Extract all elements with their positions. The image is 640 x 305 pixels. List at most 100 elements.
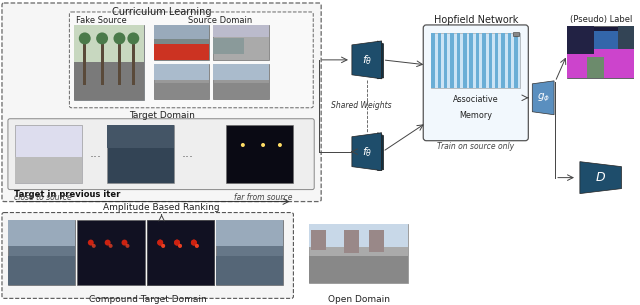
FancyBboxPatch shape [423, 25, 529, 141]
Circle shape [157, 240, 163, 246]
Bar [444, 33, 447, 88]
Bar [469, 33, 473, 88]
Polygon shape [580, 162, 621, 194]
Bar [74, 25, 144, 100]
Circle shape [241, 143, 245, 147]
Circle shape [178, 244, 182, 248]
Circle shape [157, 240, 163, 246]
Bar [567, 49, 634, 78]
Text: Curriculum Learning: Curriculum Learning [112, 7, 211, 17]
Bar [431, 33, 520, 88]
Bar [118, 40, 121, 85]
Bar [438, 33, 441, 88]
Circle shape [96, 32, 108, 45]
Bar [100, 40, 104, 85]
Text: Shared Weights: Shared Weights [332, 101, 392, 110]
FancyBboxPatch shape [8, 119, 314, 190]
Bar [216, 220, 284, 246]
Circle shape [92, 244, 96, 248]
Bar [154, 64, 209, 80]
Text: (Pseudo) Label: (Pseudo) Label [570, 16, 633, 24]
Text: ...: ... [181, 147, 193, 160]
Text: Open Domain: Open Domain [328, 295, 390, 304]
FancyBboxPatch shape [2, 213, 293, 298]
Bar [107, 125, 175, 183]
Text: Source Domain: Source Domain [188, 16, 252, 25]
Bar [77, 220, 145, 285]
Bar [154, 25, 209, 60]
Circle shape [161, 244, 165, 248]
Circle shape [161, 244, 165, 248]
Bar [147, 220, 214, 285]
Text: $D$: $D$ [595, 171, 606, 184]
Circle shape [88, 240, 94, 246]
Bar [74, 25, 144, 62]
Circle shape [105, 240, 111, 246]
Bar [154, 44, 209, 60]
Text: Memory: Memory [460, 111, 492, 120]
Bar [451, 33, 454, 88]
Circle shape [174, 240, 180, 246]
Bar [514, 33, 518, 88]
Circle shape [122, 240, 127, 246]
Bar [8, 256, 76, 285]
Bar [618, 26, 634, 49]
FancyBboxPatch shape [69, 12, 313, 108]
Text: Amplitude Based Ranking: Amplitude Based Ranking [103, 203, 220, 212]
Text: Hopfield Network: Hopfield Network [434, 15, 518, 25]
Circle shape [191, 240, 197, 246]
Bar [147, 220, 214, 285]
Circle shape [127, 32, 140, 45]
Bar [309, 257, 408, 283]
Bar [501, 33, 505, 88]
Circle shape [195, 244, 199, 248]
Bar [107, 125, 175, 148]
Text: $f_\theta$: $f_\theta$ [362, 53, 372, 67]
Circle shape [79, 32, 91, 45]
Bar [213, 25, 269, 37]
Text: Train on source only: Train on source only [437, 142, 515, 151]
Circle shape [261, 143, 265, 147]
Bar [8, 220, 76, 285]
Polygon shape [378, 41, 383, 79]
Bar [154, 83, 209, 99]
Bar [216, 220, 284, 285]
Polygon shape [352, 133, 381, 170]
Bar [309, 224, 408, 247]
Polygon shape [532, 81, 554, 115]
Circle shape [109, 244, 113, 248]
Bar [216, 256, 284, 285]
FancyBboxPatch shape [2, 3, 321, 202]
Bar [83, 40, 86, 85]
Bar [15, 125, 83, 183]
Bar [508, 33, 511, 88]
Bar [213, 64, 269, 80]
Bar [495, 33, 499, 88]
Text: Associative: Associative [453, 95, 499, 104]
Bar [213, 38, 244, 54]
Bar [369, 229, 383, 252]
Text: Fake Source: Fake Source [76, 16, 127, 25]
Bar [488, 33, 492, 88]
Bar [344, 229, 359, 253]
Bar [213, 25, 269, 60]
Circle shape [195, 244, 199, 248]
Bar [15, 156, 83, 183]
Polygon shape [352, 41, 381, 79]
Bar [213, 83, 269, 99]
Bar [567, 26, 634, 78]
Text: close to source: close to source [14, 193, 72, 202]
Circle shape [113, 32, 125, 45]
Bar [309, 224, 408, 283]
Bar [154, 64, 209, 99]
Bar [588, 57, 604, 78]
Bar [74, 62, 144, 100]
Text: Target in previous iter: Target in previous iter [14, 190, 120, 199]
Circle shape [191, 240, 197, 246]
Circle shape [125, 244, 129, 248]
Bar [567, 26, 594, 55]
Text: Target Domain: Target Domain [129, 111, 195, 120]
Bar [213, 64, 269, 99]
Text: far from source: far from source [234, 193, 292, 202]
Text: Compound Target Domain: Compound Target Domain [89, 295, 207, 304]
